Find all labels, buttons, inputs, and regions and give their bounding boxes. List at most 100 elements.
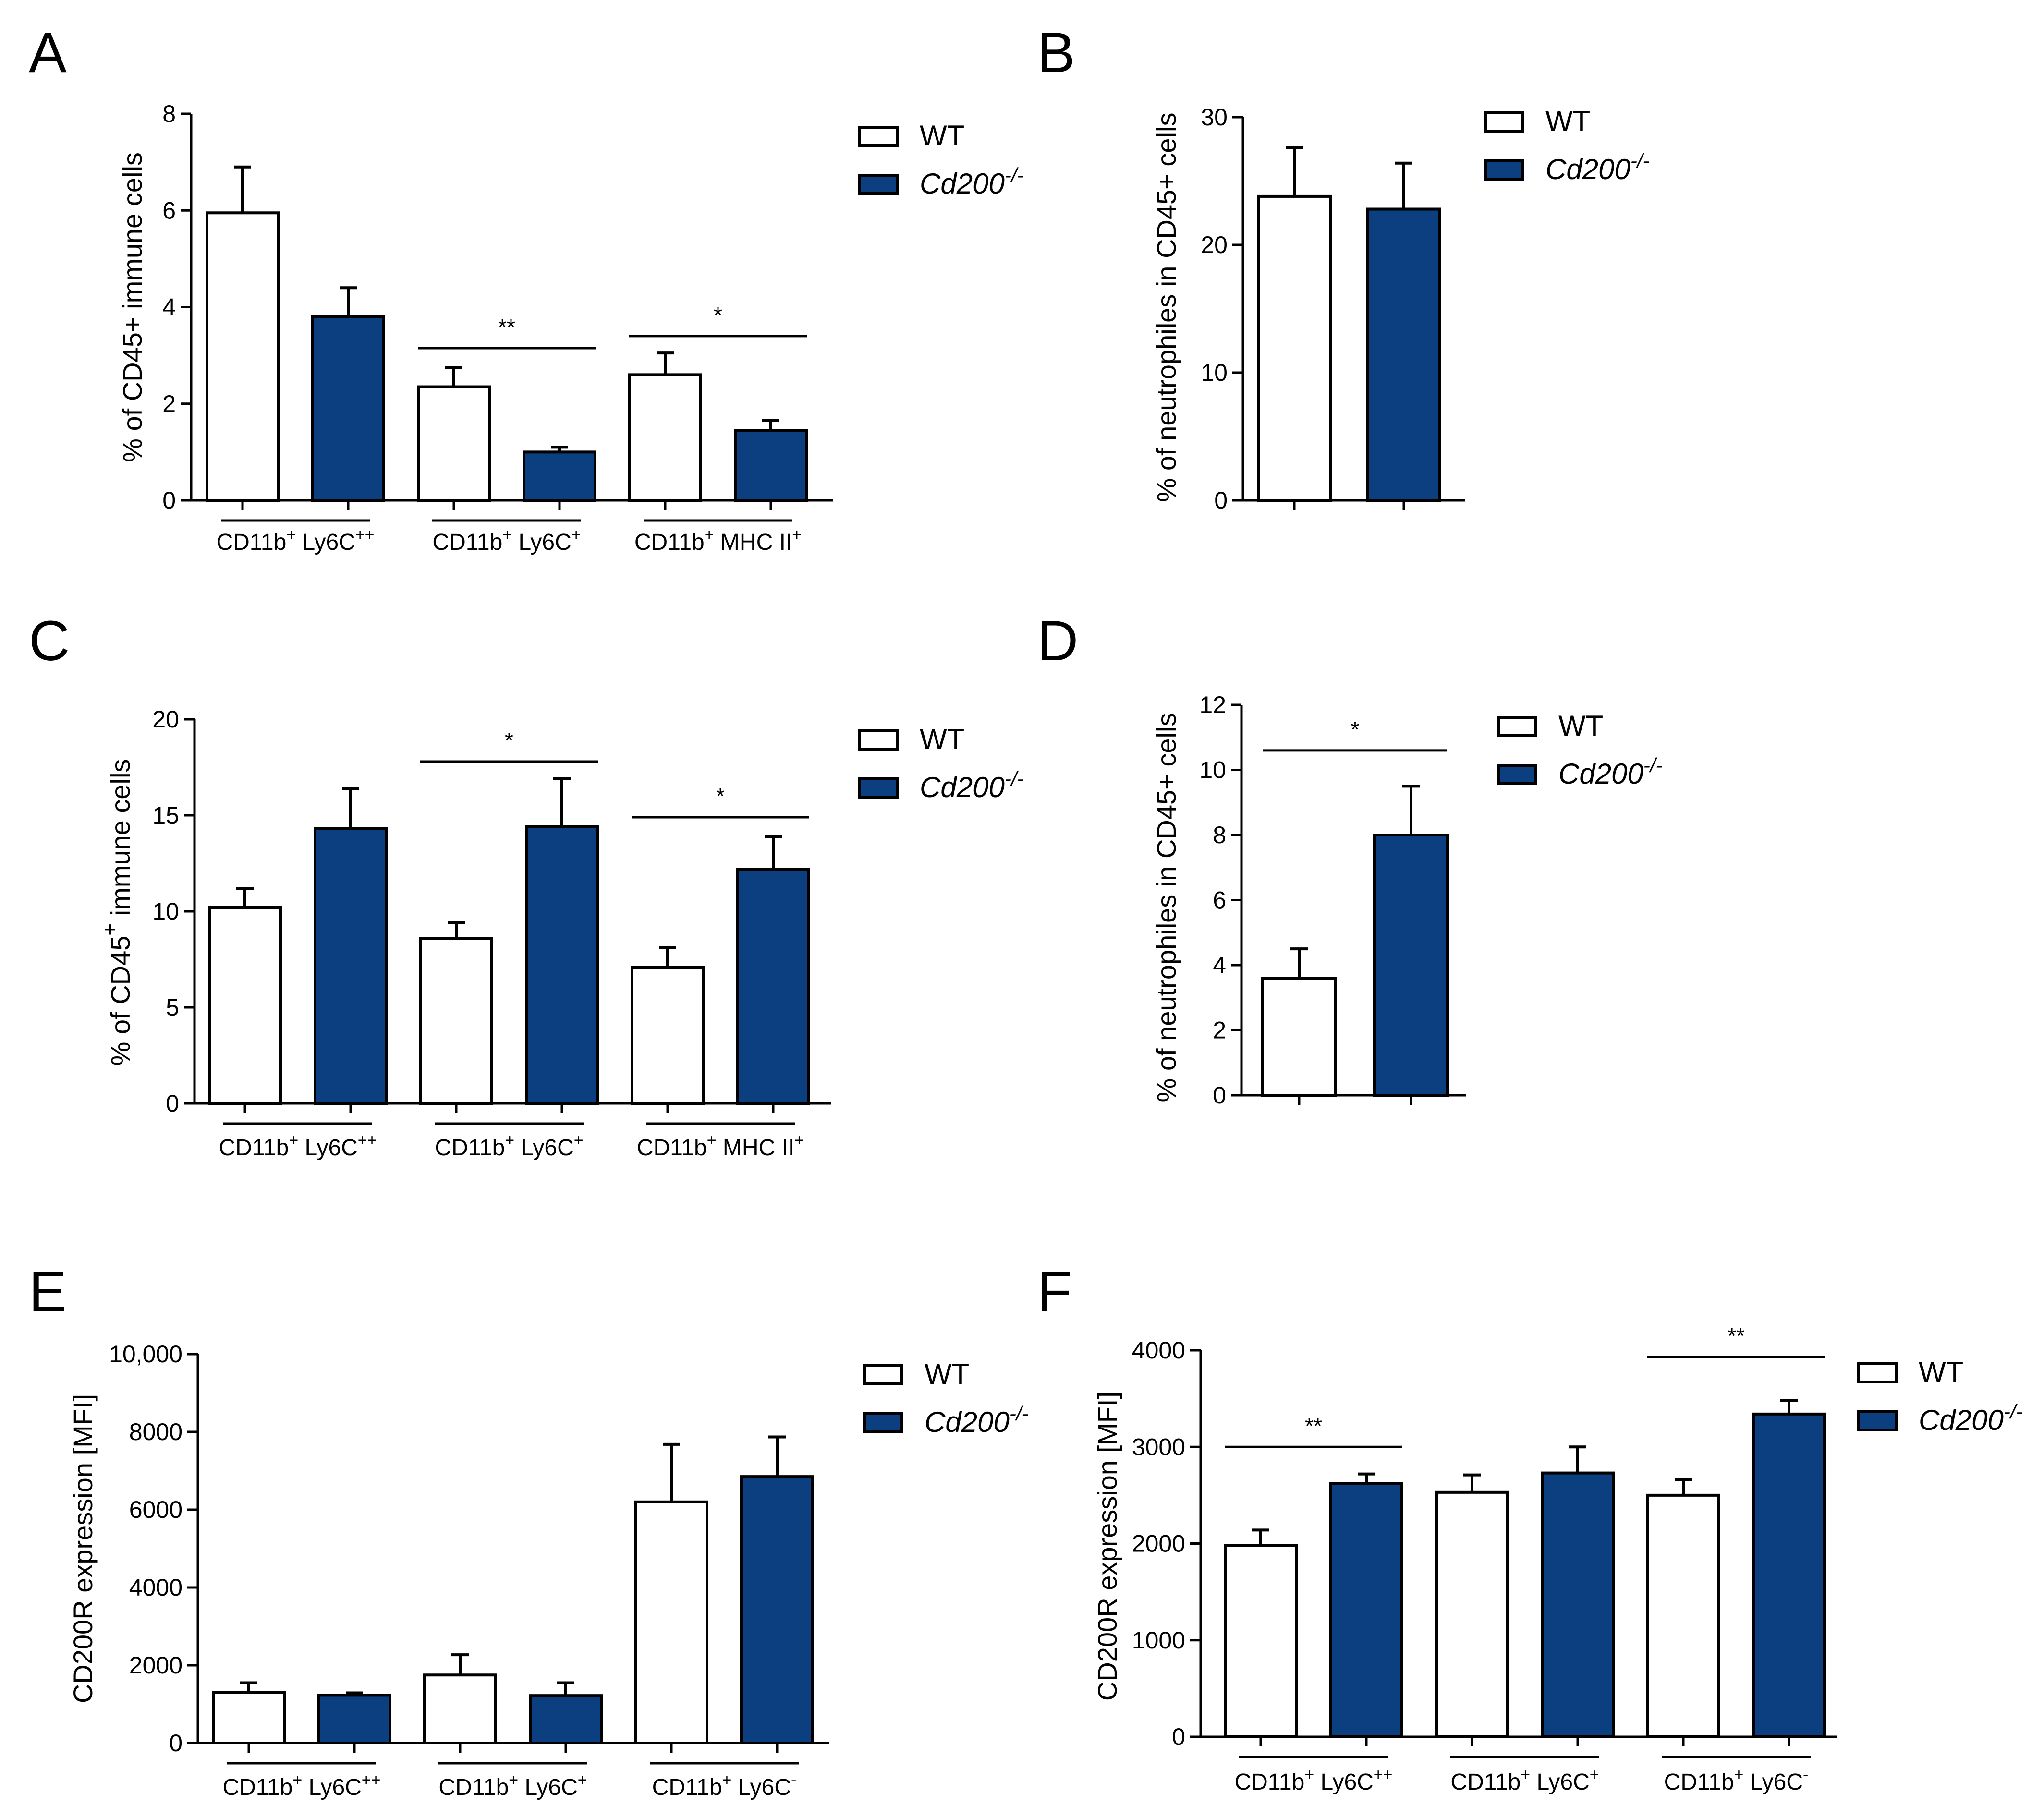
x-category-label: CD11b+ Ly6C++ (219, 1131, 377, 1161)
category-sup: + (707, 1131, 717, 1150)
y-axis-title-text: % of neutrophiles in CD45+ cells (1151, 113, 1181, 502)
x-category-label: CD11b+ Ly6C+ (1450, 1766, 1599, 1795)
category-text: CD11b (634, 530, 705, 555)
category-sup: + (578, 1771, 587, 1789)
legend-text: Cd200 (925, 1406, 1010, 1438)
y-axis-title-text: % of CD45 (105, 936, 135, 1066)
x-category-label: CD11b+ Ly6C++ (1234, 1766, 1392, 1795)
y-axis-title-sup: + (98, 923, 122, 936)
bar-wt (206, 211, 280, 502)
category-text: Ly6C (512, 530, 572, 555)
category-sup: + (505, 1131, 514, 1150)
y-tick-label: 0 (169, 1730, 182, 1756)
x-category-label: CD11b+ MHC II+ (637, 1131, 804, 1161)
y-tick-label: 12 (1199, 691, 1226, 718)
legend: WT Cd200-/- (858, 723, 1023, 803)
bar-wt (634, 1500, 708, 1745)
category-sup: + (292, 1771, 302, 1789)
legend: WT Cd200-/- (1857, 1356, 2022, 1436)
legend: WT Cd200-/- (1497, 710, 1663, 790)
y-tick-label: 6000 (129, 1496, 182, 1523)
y-tick-label: 0 (1172, 1723, 1185, 1750)
legend-text: WT (920, 120, 964, 152)
category-sup: + (286, 526, 296, 544)
bar-cd200-ko (311, 315, 385, 502)
category-sup: + (509, 1771, 518, 1789)
legend-text: Cd200 (1545, 153, 1630, 185)
y-tick-label: 2000 (1132, 1530, 1185, 1557)
significance-marker: ** (498, 315, 515, 339)
legend-sup: -/- (1643, 754, 1663, 776)
panel-letter: D (1037, 609, 1078, 673)
y-tick-label: 6 (162, 197, 176, 224)
y-tick-label: 2 (162, 390, 176, 417)
panel-d: D 0 2 4 6 8 10 12 % of neutrophiles in CD45+ cel… (1037, 609, 1662, 1109)
legend-text: WT (1545, 105, 1590, 137)
bar-wt (628, 373, 702, 502)
legend-sup: -/- (2004, 1400, 2023, 1423)
category-sup: + (1734, 1766, 1744, 1784)
bar-cd200-ko (523, 450, 596, 502)
legend-text: Cd200 (920, 771, 1005, 803)
y-axis-title: % of CD45+ immune cells (117, 152, 147, 462)
category-text: CD11b (222, 1775, 292, 1800)
y-tick-label: 10 (152, 898, 179, 925)
bar-wt (423, 1673, 497, 1744)
y-tick-label: 20 (152, 706, 179, 733)
y-tick-label: 4 (1213, 952, 1226, 979)
legend-swatch-cd200-ko (863, 1412, 903, 1433)
y-axis-title-text: immune cells (105, 759, 135, 923)
category-text: CD11b (432, 530, 502, 555)
y-tick-label: 5 (166, 994, 179, 1021)
panel-e: E 0 2000 4000 6000 8000 10,000 CD200R expressio… (29, 1260, 1028, 1800)
category-text: Ly6C (514, 1135, 574, 1161)
bar-wt (1435, 1490, 1509, 1738)
category-text: Ly6C (1743, 1769, 1803, 1795)
category-text: CD11b (435, 1135, 505, 1161)
y-tick-label: 4 (162, 294, 176, 321)
category-text: MHC II (714, 530, 792, 555)
legend-swatch-wt (1484, 111, 1524, 133)
legend-text: WT (920, 723, 964, 755)
legend-sup: -/- (1630, 149, 1650, 172)
legend-swatch-cd200-ko (858, 174, 899, 195)
panel-letter: F (1037, 1260, 1072, 1323)
category-text: Ly6C (1530, 1769, 1590, 1795)
legend-text: WT (1558, 710, 1603, 742)
significance-marker: * (505, 728, 513, 753)
x-category-label: CD11b+ Ly6C++ (216, 526, 374, 555)
legend-label-wt: WT (1558, 710, 1603, 742)
category-text: CD11b (1450, 1769, 1521, 1795)
bar-wt (208, 906, 282, 1105)
category-text: Ly6C (518, 1775, 578, 1800)
y-tick-label: 20 (1201, 231, 1228, 258)
y-axis-title: % of neutrophiles in CD45+ cells (1151, 713, 1181, 1102)
panel-letter: A (29, 21, 67, 85)
category-sup: + (794, 1131, 804, 1150)
y-axis-title-text: CD200R expression [MFI] (68, 1394, 98, 1703)
category-text: CD11b (216, 530, 286, 555)
legend-sup: -/- (1005, 164, 1024, 186)
bar-cd200-ko (1329, 1482, 1403, 1739)
category-sup: + (289, 1131, 298, 1150)
bar-cd200-ko (529, 1694, 603, 1744)
category-sup: + (574, 1131, 584, 1150)
significance-marker: ** (1305, 1413, 1322, 1438)
bar-wt (1224, 1544, 1298, 1738)
category-text: CD11b (219, 1135, 289, 1161)
y-tick-label: 3000 (1132, 1433, 1185, 1460)
legend-swatch-cd200-ko (858, 777, 899, 799)
bar-cd200-ko (317, 1694, 391, 1745)
panel-letter: B (1037, 21, 1075, 85)
legend-text: WT (1919, 1356, 1963, 1388)
legend-label-cd200-ko: Cd200-/- (1919, 1400, 2022, 1436)
y-axis-title-text: CD200R expression [MFI] (1092, 1392, 1122, 1701)
category-sup: ++ (358, 1131, 377, 1150)
panel-b: B 0 10 20 30 % of neutrophiles in CD45+ cells… (1037, 21, 1649, 514)
bar-cd200-ko (525, 825, 599, 1105)
y-tick-label: 8 (1213, 822, 1226, 848)
y-tick-label: 2 (1213, 1017, 1226, 1044)
legend: WT Cd200-/- (863, 1358, 1028, 1438)
category-sup: - (1803, 1766, 1808, 1784)
